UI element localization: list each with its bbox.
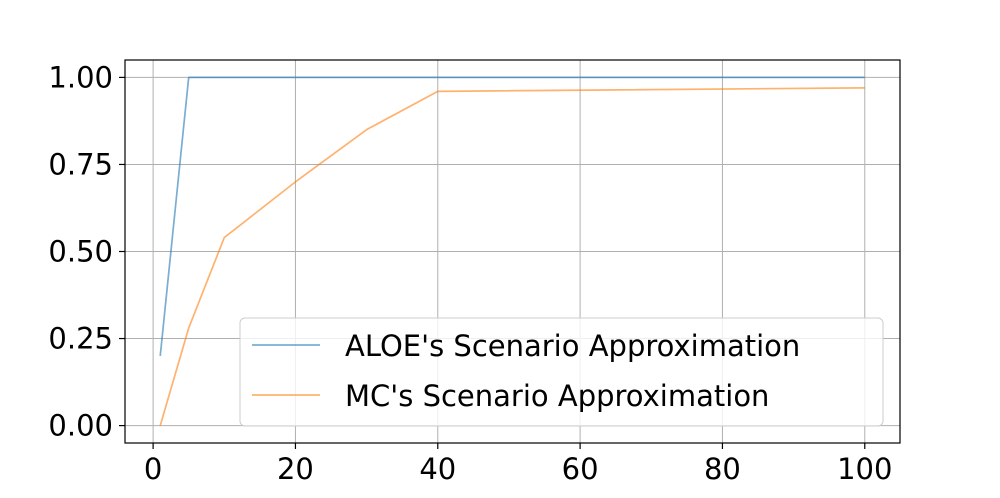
x-tick-label: 60 [562, 452, 599, 486]
y-tick-label: 0.00 [48, 409, 113, 443]
legend-box [239, 317, 884, 427]
y-tick-label: 0.25 [48, 322, 113, 356]
x-tick-label: 20 [277, 452, 314, 486]
legend-label-mc: MC's Scenario Approximation [345, 379, 769, 413]
x-tick-label: 100 [837, 452, 892, 486]
axis-ticks: 0 20 40 60 80 100 0.00 0.25 0.50 0.75 1.00 [48, 60, 892, 486]
y-tick-label: 1.00 [48, 60, 113, 94]
x-tick-label: 80 [704, 452, 741, 486]
legend-label-aloe: ALOE's Scenario Approximation [345, 329, 800, 363]
series-line-mc [159, 87, 865, 426]
x-tick-label: 0 [144, 452, 162, 486]
y-tick-label: 0.75 [48, 147, 113, 181]
series-lines [159, 76, 865, 426]
x-tick-label: 40 [419, 452, 456, 486]
series-line-aloe [159, 76, 865, 357]
legend: ALOE's Scenario Approximation MC's Scena… [239, 317, 884, 427]
y-tick-label: 0.50 [48, 235, 113, 269]
